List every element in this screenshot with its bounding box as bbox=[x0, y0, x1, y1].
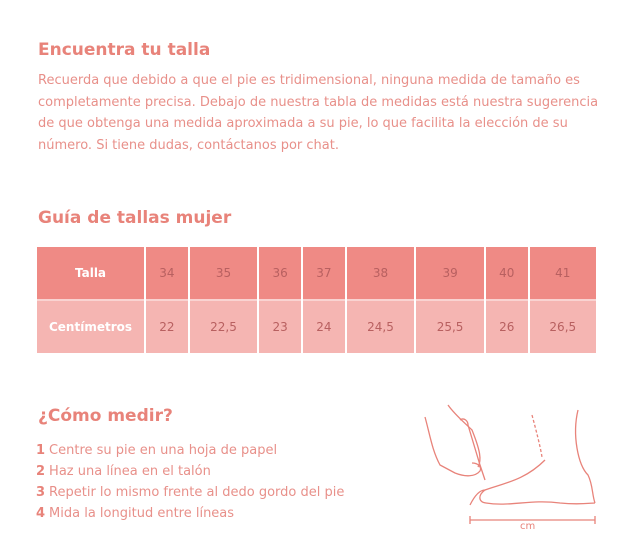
size-table: Talla 34 35 36 37 38 39 40 41 Centímetro… bbox=[37, 247, 596, 353]
cell: 34 bbox=[144, 247, 189, 300]
cell: 22,5 bbox=[187, 299, 259, 353]
steps-list: 1 Centre su pie en una hoja de papel 2 Haz… bbox=[36, 440, 344, 524]
list-item: 4 Mida la longitud entre líneas bbox=[36, 506, 235, 521]
list-item: 2 Haz una línea en el talón bbox=[36, 464, 211, 479]
table-row: Centímetros 22 22,5 23 24 24,5 25,5 26 2… bbox=[37, 299, 596, 353]
cell: 26 bbox=[483, 299, 529, 353]
cell: 24 bbox=[300, 299, 346, 353]
cell: 37 bbox=[300, 247, 346, 300]
how-to-measure-title: ¿Cómo medir? bbox=[38, 406, 173, 426]
cell: 26,5 bbox=[527, 299, 596, 353]
cell: 24,5 bbox=[344, 299, 416, 353]
row-header: Centímetros bbox=[37, 299, 145, 353]
foot-measure-illustration bbox=[424, 404, 596, 524]
size-guide-title: Guía de tallas mujer bbox=[38, 208, 232, 228]
table-row: Talla 34 35 36 37 38 39 40 41 bbox=[37, 247, 596, 300]
cell: 38 bbox=[344, 247, 416, 300]
cell: 35 bbox=[187, 247, 259, 300]
intro-text: Recuerda que debido a que el pie es trid… bbox=[38, 73, 599, 153]
cm-label: cm bbox=[520, 521, 536, 532]
list-item: 3 Repetir lo mismo frente al dedo gordo d… bbox=[36, 485, 345, 500]
list-item: 1 Centre su pie en una hoja de papel bbox=[36, 443, 278, 458]
cell: 41 bbox=[527, 247, 596, 300]
row-header: Talla bbox=[37, 247, 145, 300]
cell: 39 bbox=[414, 247, 485, 300]
cell: 22 bbox=[144, 299, 189, 353]
intro-title: Encuentra tu talla bbox=[38, 40, 211, 60]
cell: 23 bbox=[257, 299, 302, 353]
cell: 40 bbox=[483, 247, 529, 300]
cell: 25,5 bbox=[414, 299, 485, 353]
cell: 36 bbox=[257, 247, 302, 300]
